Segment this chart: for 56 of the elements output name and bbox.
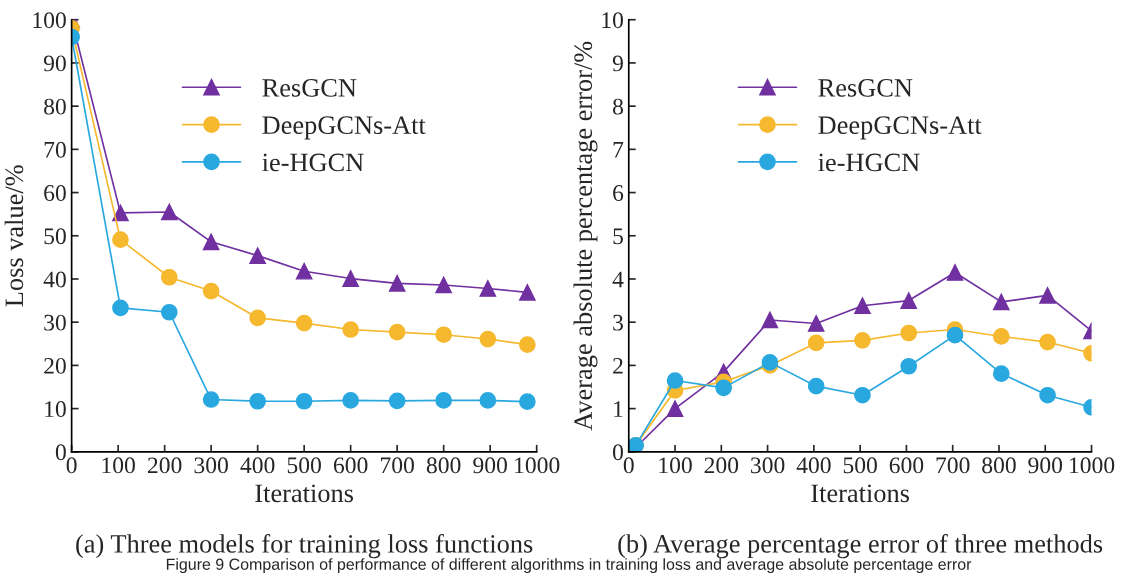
- legend-label: ie-HGCN: [262, 153, 364, 172]
- y-tick-label: 5: [613, 228, 623, 245]
- legend-label: ResGCN: [818, 79, 913, 97]
- y-tick-label: 10: [45, 401, 66, 418]
- x-tick-label: 500: [843, 457, 877, 474]
- legend-label: DeepGCNs-Att: [262, 116, 426, 140]
- text: (b) Average percentage error of three methods: [618, 533, 1103, 559]
- x-tick-label: 700: [936, 457, 970, 474]
- x-tick-label: 1000: [1069, 457, 1115, 474]
- text: (a) Three models for training loss functions: [76, 533, 533, 559]
- y-tick-label: 70: [44, 141, 66, 158]
- y-tick-label: 80: [44, 98, 66, 115]
- x-tick-label: 500: [287, 457, 321, 474]
- y-tick-label: 8: [612, 98, 623, 115]
- y-tick-label: 50: [44, 228, 66, 245]
- x-tick-label: 800: [426, 457, 461, 474]
- x-tick-label: 300: [751, 457, 785, 474]
- x-tick-label: 1000: [515, 457, 560, 474]
- x-tick-label: 200: [147, 457, 182, 474]
- y-tick-label: 0: [612, 444, 623, 461]
- y-tick-label: 10: [602, 12, 623, 29]
- x-tick-label: 600: [333, 457, 368, 474]
- x-tick-label: 700: [381, 457, 414, 474]
- y-tick-label: 4: [612, 271, 624, 288]
- y-tick-label: 30: [44, 314, 66, 331]
- x-axis-title: Iterations: [255, 484, 354, 503]
- x-tick-label: 600: [889, 457, 924, 474]
- y-tick-label: 90: [43, 55, 66, 72]
- y-tick-label: 20: [44, 357, 66, 374]
- y-axis-title: Loss value/%: [4, 165, 24, 307]
- x-tick-label: 900: [473, 457, 507, 474]
- legend-label: ResGCN: [262, 79, 357, 97]
- x-tick-label: 900: [1028, 457, 1063, 474]
- y-tick-label: 40: [43, 271, 66, 288]
- x-tick-label: 200: [704, 457, 739, 474]
- x-tick-label: 0: [66, 457, 77, 474]
- x-tick-label: 300: [194, 457, 228, 474]
- caption: Figure 9 Comparison of performance of different algorithms in training loss and average absolute percentage error: [166, 558, 972, 574]
- y-tick-label: 3: [613, 314, 623, 331]
- y-tick-label: 60: [44, 185, 66, 201]
- y-tick-label: 100: [33, 12, 66, 29]
- legend-label: DeepGCNs-Att: [818, 116, 982, 140]
- x-tick-label: 400: [240, 457, 275, 474]
- y-tick-label: 1: [614, 401, 623, 417]
- legend-label: ie-HGCN: [818, 153, 920, 172]
- y-tick-label: 9: [612, 55, 623, 72]
- x-tick-label: 100: [659, 457, 692, 474]
- y-tick-label: 6: [613, 185, 624, 201]
- y-axis-title: Average absolute percentage error/%: [573, 41, 598, 431]
- y-tick-label: 0: [55, 444, 66, 461]
- y-tick-label: 7: [613, 142, 624, 158]
- x-axis-title: Iterations: [811, 484, 910, 503]
- x-tick-label: 800: [982, 457, 1016, 474]
- x-tick-label: 100: [102, 457, 135, 474]
- x-tick-label: 400: [796, 457, 831, 474]
- y-tick-label: 2: [613, 357, 623, 374]
